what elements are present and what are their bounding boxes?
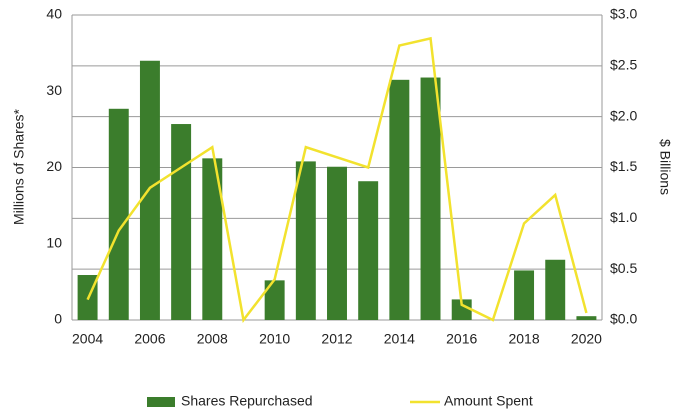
legend-label: Amount Spent	[444, 393, 533, 409]
y-tick-label: 30	[46, 82, 62, 98]
bar	[576, 316, 597, 320]
bar	[108, 108, 129, 320]
bar	[545, 259, 566, 320]
y-tick-label: 0	[54, 311, 62, 327]
bar	[264, 280, 285, 320]
legend-label: Shares Repurchased	[181, 393, 313, 409]
bar	[295, 161, 316, 320]
y2-tick-label: $2.5	[610, 57, 637, 73]
bar	[420, 77, 441, 321]
y-axis-title: Millions of Shares*	[11, 108, 27, 224]
bar	[358, 181, 379, 320]
x-tick-label: 2008	[197, 331, 228, 347]
y2-tick-label: $0.5	[610, 260, 637, 276]
x-tick-label: 2004	[72, 331, 103, 347]
y2-tick-label: $0.0	[610, 311, 637, 327]
y-tick-label: 40	[46, 6, 62, 22]
y2-tick-label: $1.0	[610, 209, 637, 225]
y2-tick-label: $2.0	[610, 107, 637, 123]
y-tick-label: 20	[46, 158, 62, 174]
x-tick-label: 2006	[134, 331, 165, 347]
y2-tick-label: $3.0	[610, 6, 637, 22]
bar	[389, 79, 410, 320]
legend-swatch	[147, 397, 175, 407]
y2-tick-label: $1.5	[610, 158, 637, 174]
bar	[202, 158, 223, 320]
line	[86, 36, 588, 324]
bar	[327, 166, 347, 320]
y-tick-label: 10	[46, 234, 62, 250]
bar	[514, 270, 535, 320]
bar	[139, 60, 160, 320]
x-tick-label: 2020	[571, 331, 602, 347]
x-tick-label: 2012	[321, 331, 352, 347]
x-tick-label: 2018	[508, 331, 539, 347]
y2-axis-title: $ Billions	[657, 139, 673, 195]
x-tick-label: 2014	[384, 331, 415, 347]
bar	[171, 124, 192, 320]
bar	[451, 299, 472, 320]
x-tick-label: 2016	[446, 331, 477, 347]
x-tick-label: 2010	[259, 331, 290, 347]
